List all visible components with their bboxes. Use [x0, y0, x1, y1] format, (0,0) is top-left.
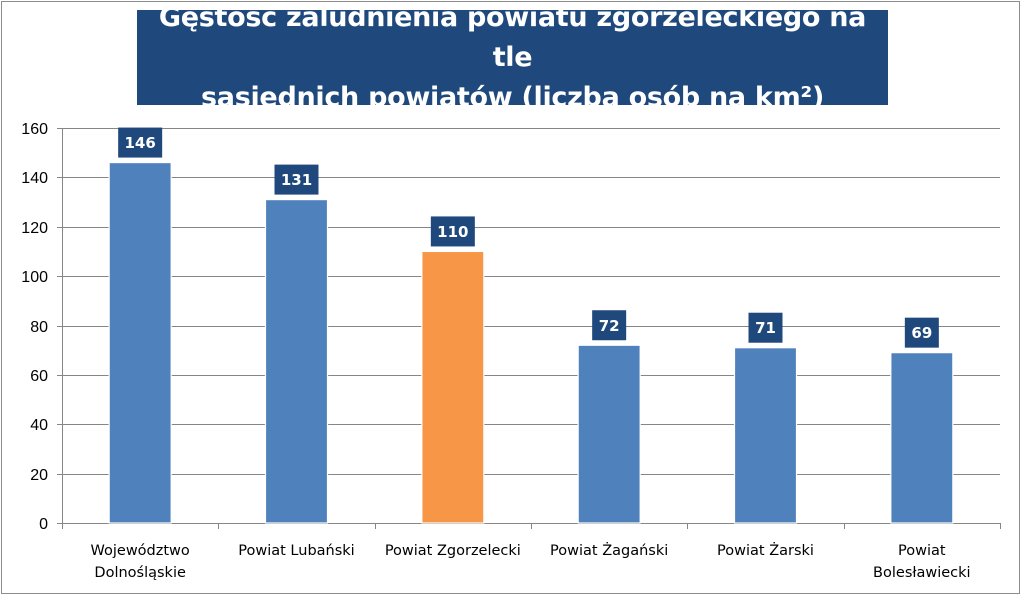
y-axis-tick-labels: 0 20 40 60 80 100 120 140 160: [21, 121, 48, 533]
x-category-label: Dolnośląskie: [94, 565, 186, 581]
data-label-box: [274, 164, 319, 195]
data-label: 72: [599, 317, 620, 335]
chart-title: Gęstość zaludnienia powiatu zgorzeleckie…: [137, 2, 888, 113]
bar: [890, 352, 954, 524]
bar: [577, 344, 641, 524]
y-tick-label: 40: [30, 417, 48, 434]
x-axis-category-labels: Województwo Dolnośląskie Powiat Lubański Po…: [91, 541, 971, 581]
data-label-box: [592, 310, 627, 341]
x-category-label: Województwo: [91, 543, 190, 559]
x-category-label: Powiat: [898, 543, 946, 559]
y-tick-label: 20: [30, 467, 48, 484]
x-category-label: Powiat Zgorzelecki: [385, 543, 521, 559]
x-category-label: Powiat Żarski: [717, 541, 814, 559]
x-category-label: Bolesławiecki: [873, 565, 971, 581]
data-label-box: [748, 312, 783, 343]
bar: [264, 198, 329, 524]
data-label: 71: [755, 319, 776, 337]
y-tick-label: 120: [21, 220, 48, 237]
data-label: 131: [281, 171, 312, 189]
data-label-box: [118, 127, 163, 158]
data-labels: 146 131 110 72 71 69: [118, 127, 939, 348]
y-tick-label: 80: [30, 319, 48, 336]
chart-title-line-1: Gęstość zaludnienia powiatu zgorzeleckie…: [158, 1, 867, 73]
bar: [733, 347, 798, 524]
y-tick-label: 160: [21, 121, 48, 138]
data-label-box: [904, 317, 939, 348]
data-label: 146: [125, 134, 156, 152]
data-label: 110: [437, 223, 468, 241]
data-label-box: [430, 216, 475, 247]
data-label: 69: [911, 324, 932, 342]
chart-title-line-2: sąsiednich powiatów (liczba osób na km²): [201, 81, 824, 113]
x-category-label: Powiat Żagański: [550, 541, 668, 559]
bar: [108, 161, 172, 524]
y-tick-label: 0: [39, 516, 48, 533]
x-category-label: Powiat Lubański: [238, 543, 354, 559]
bar: [421, 250, 485, 524]
bars: [108, 161, 954, 524]
y-tick-label: 100: [21, 269, 48, 286]
y-tick-label: 60: [30, 368, 48, 385]
y-tick-label: 140: [21, 170, 48, 187]
gridlines: [57, 128, 1001, 529]
